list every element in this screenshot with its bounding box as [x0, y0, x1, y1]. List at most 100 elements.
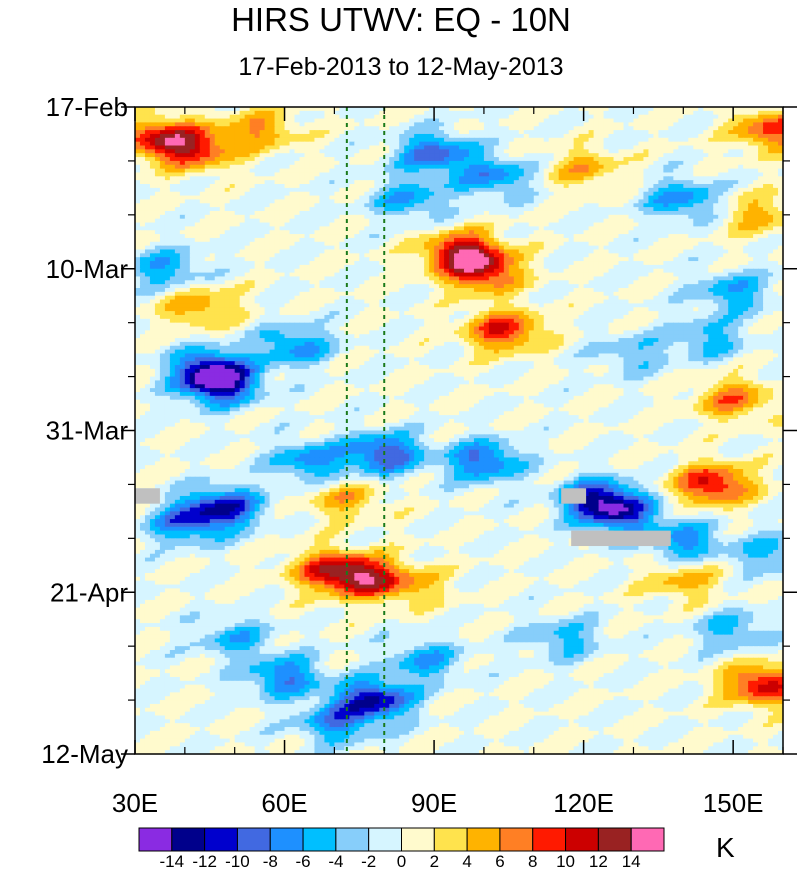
heatmap-cell — [738, 168, 744, 174]
heatmap-cell — [653, 249, 659, 254]
heatmap-cell — [643, 237, 650, 243]
heatmap-cell — [354, 130, 360, 135]
heatmap-cell — [239, 130, 246, 135]
heatmap-cell — [299, 137, 306, 143]
heatmap-cell — [778, 210, 784, 216]
heatmap-cell — [533, 157, 540, 162]
heatmap-cell — [184, 195, 191, 201]
heatmap-cell — [179, 130, 186, 135]
heatmap-cell — [753, 130, 759, 135]
heatmap-cell — [603, 241, 610, 247]
heatmap-cell — [693, 157, 699, 162]
heatmap-cell — [219, 160, 226, 166]
heatmap-cell — [623, 226, 630, 231]
heatmap-cell — [558, 214, 565, 220]
heatmap-cell — [578, 245, 585, 251]
heatmap-cell — [179, 207, 186, 212]
heatmap-cell — [279, 172, 286, 177]
heatmap-cell — [399, 110, 405, 116]
heatmap-cell — [264, 210, 271, 216]
heatmap-cell — [568, 210, 575, 216]
heatmap-cell — [404, 222, 410, 227]
heatmap-cell — [219, 157, 226, 162]
heatmap-cell — [593, 145, 600, 150]
heatmap-cell — [598, 126, 605, 131]
heatmap-cell — [753, 176, 759, 181]
heatmap-cell — [543, 191, 550, 197]
heatmap-cell — [613, 176, 620, 181]
heatmap-cell — [219, 249, 226, 254]
heatmap-cell — [239, 237, 246, 243]
heatmap-cell — [653, 218, 659, 224]
heatmap-cell — [618, 222, 625, 227]
heatmap-cell — [468, 184, 475, 189]
heatmap-cell — [488, 237, 495, 243]
heatmap-cell — [603, 114, 610, 120]
heatmap-cell — [568, 176, 575, 181]
heatmap-cell — [454, 249, 460, 254]
heatmap-cell — [434, 122, 440, 127]
heatmap-cell — [683, 160, 689, 166]
heatmap-cell — [279, 203, 286, 208]
heatmap-cell — [678, 191, 684, 197]
heatmap-cell — [389, 222, 395, 227]
heatmap-cell — [164, 222, 171, 227]
heatmap-cell — [139, 130, 146, 135]
heatmap-cell — [274, 184, 281, 189]
heatmap-cell — [354, 222, 360, 227]
heatmap-cell — [768, 245, 774, 251]
heatmap-cell — [454, 184, 460, 189]
heatmap-cell — [204, 137, 211, 143]
heatmap-cell — [434, 160, 440, 166]
heatmap-cell — [174, 187, 181, 193]
heatmap-cell — [468, 180, 475, 185]
heatmap-cell — [633, 160, 640, 166]
heatmap-cell — [548, 122, 555, 127]
heatmap-cell — [503, 141, 510, 147]
heatmap-cell — [523, 114, 530, 120]
heatmap-cell — [354, 199, 360, 204]
heatmap-cell — [339, 141, 345, 147]
heatmap-cell — [483, 218, 490, 224]
heatmap-cell — [493, 126, 500, 131]
heatmap-cell — [488, 137, 495, 143]
heatmap-cell — [768, 110, 774, 116]
heatmap-cell — [204, 199, 211, 204]
heatmap-cell — [384, 172, 390, 177]
heatmap-cell — [623, 180, 630, 185]
heatmap-cell — [568, 172, 575, 177]
heatmap-cell — [638, 141, 645, 147]
heatmap-cell — [284, 130, 291, 135]
heatmap-cell — [319, 237, 326, 243]
heatmap-cell — [374, 187, 380, 193]
heatmap-cell — [578, 153, 585, 158]
heatmap-cell — [149, 153, 156, 158]
heatmap-cell — [369, 234, 375, 239]
heatmap-cell — [518, 153, 525, 158]
heatmap-cell — [768, 184, 774, 189]
heatmap-cell — [718, 203, 724, 208]
heatmap-cell — [424, 222, 430, 227]
heatmap-cell — [603, 222, 610, 227]
heatmap-cell — [264, 164, 271, 170]
heatmap-cell — [753, 222, 759, 227]
heatmap-cell — [503, 218, 510, 224]
heatmap-cell — [299, 141, 306, 147]
heatmap-cell — [588, 249, 595, 254]
heatmap-cell — [723, 180, 729, 185]
heatmap-cell — [234, 237, 241, 243]
heatmap-cell — [773, 210, 779, 216]
heatmap-cell — [708, 187, 714, 193]
heatmap-cell — [374, 114, 380, 120]
heatmap-cell — [429, 114, 435, 120]
heatmap-cell — [434, 203, 440, 208]
heatmap-cell — [468, 199, 475, 204]
heatmap-cell — [538, 133, 545, 139]
heatmap-cell — [294, 157, 301, 162]
heatmap-cell — [768, 137, 774, 143]
heatmap-cell — [668, 107, 674, 112]
heatmap-cell — [154, 172, 161, 177]
heatmap-cell — [394, 253, 400, 258]
heatmap-cell — [483, 160, 490, 166]
heatmap-cell — [329, 164, 335, 170]
